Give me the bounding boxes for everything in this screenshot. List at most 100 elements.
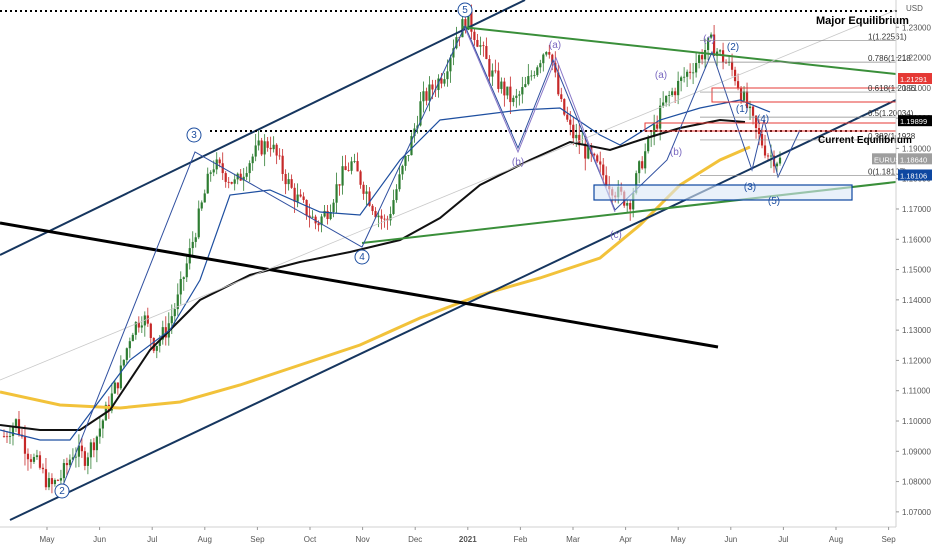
candle-body (446, 71, 449, 80)
x-tick-label: May (39, 535, 54, 544)
y-tick-label: 1.10000 (902, 417, 931, 426)
fib-level-label: 1(1.22561) (868, 33, 907, 42)
x-tick-label: Aug (198, 535, 212, 544)
wave-label: 5 (462, 5, 468, 16)
candle-body (62, 463, 66, 479)
candle-body (356, 161, 359, 172)
x-tick-label: Sep (250, 535, 265, 544)
candle-body (272, 144, 275, 150)
candle-body (5, 436, 9, 438)
candle-body (170, 316, 173, 324)
candle-body (2, 436, 6, 437)
y-tick-label: 1.09000 (902, 447, 931, 456)
candle-body (41, 467, 45, 470)
candle-body (473, 31, 476, 40)
candle-body (437, 78, 440, 91)
candle-body (362, 184, 365, 194)
candle-body (95, 436, 98, 451)
candle-body (425, 91, 428, 101)
candle-body (404, 155, 407, 166)
candle-body (203, 193, 206, 203)
candle-body (724, 62, 728, 64)
candle-body (152, 338, 155, 351)
candle-body (185, 263, 188, 278)
candle-body (155, 345, 158, 351)
candle-body (224, 173, 227, 182)
candle-body (77, 445, 81, 457)
x-tick-label: Aug (829, 535, 843, 544)
price-tag-box (898, 115, 932, 127)
wave-label: (b) (512, 157, 524, 168)
wave-label: (2) (727, 42, 739, 53)
candle-body (263, 141, 266, 155)
candle-body (407, 155, 410, 156)
x-tick-label: Mar (566, 535, 580, 544)
candle-body (665, 95, 668, 103)
y-tick-label: 1.12000 (902, 356, 931, 365)
price-tag-label: 1.18640 (900, 155, 927, 164)
candle-body (521, 87, 524, 95)
candle-body (674, 91, 677, 96)
candle-body (260, 140, 263, 155)
wave-label: (a) (549, 40, 561, 51)
candle-body (551, 54, 554, 63)
candle-body (11, 426, 15, 436)
candle-body (257, 140, 260, 146)
candle-body (739, 88, 743, 101)
wave-label: (a) (655, 70, 667, 81)
y-tick-label: 1.08000 (902, 478, 931, 487)
candle-body (347, 169, 350, 171)
wave-label: 4 (359, 252, 365, 263)
candle-body (302, 196, 305, 200)
candle-body (572, 124, 575, 139)
x-tick-label: Jul (778, 535, 788, 544)
candle-body (656, 124, 659, 129)
candle-body (341, 166, 344, 186)
y-tick-label: 1.11000 (902, 387, 931, 396)
x-tick-label: Oct (304, 535, 317, 544)
candle-body (712, 34, 716, 56)
demand-zone-box (593, 184, 853, 201)
candle-body (428, 84, 431, 101)
candle-body (305, 199, 308, 216)
candle-body (128, 341, 131, 349)
candle-body (371, 205, 374, 212)
candle-body (200, 202, 203, 209)
candle-body (542, 54, 545, 64)
candle-body (287, 179, 290, 185)
candle-body (323, 210, 326, 217)
candle-body (251, 156, 254, 164)
candle-body (413, 128, 416, 137)
candle-body (452, 48, 455, 58)
candle-body (266, 141, 269, 148)
candle-body (392, 200, 395, 214)
candle-body (635, 173, 638, 193)
y-tick-label: 1.14000 (902, 296, 931, 305)
candle-body (536, 67, 539, 76)
candle-body (748, 106, 752, 109)
y-tick-label: 1.07000 (902, 508, 931, 517)
y-tick-label: 1.21000 (902, 84, 931, 93)
candle-body (290, 179, 293, 188)
candle-body (122, 359, 125, 366)
wave-label: (1) (736, 104, 748, 115)
x-tick-label: Nov (355, 535, 369, 544)
wave-label: 2 (59, 486, 65, 497)
candle-body (497, 70, 500, 89)
candle-body (554, 62, 557, 73)
candle-body (677, 80, 680, 96)
candle-body (212, 169, 215, 173)
major-equilibrium-label: Major Equilibrium (816, 15, 909, 27)
candle-body (281, 155, 284, 175)
candle-body (494, 70, 497, 72)
candle-body (275, 144, 278, 156)
candle-body (374, 211, 377, 218)
candle-body (119, 365, 122, 389)
candle-body (626, 203, 629, 206)
y-tick-label: 1.17000 (902, 205, 931, 214)
candle-body (733, 69, 737, 82)
candle-body (461, 19, 464, 38)
candle-body (218, 159, 221, 164)
candle-body (398, 174, 401, 190)
candle-body (140, 325, 143, 328)
